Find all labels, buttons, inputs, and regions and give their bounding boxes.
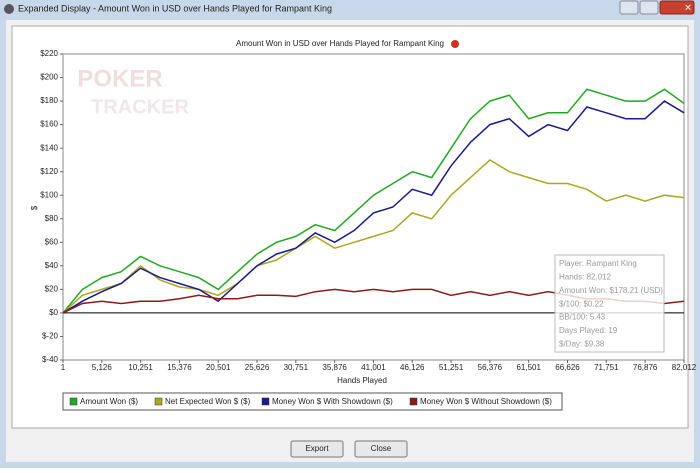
info-line: BB/100: 5.43 bbox=[559, 313, 606, 322]
x-tick-label: 30,751 bbox=[284, 363, 309, 372]
info-line: Player: Rampant King bbox=[559, 259, 637, 268]
x-tick-label: 20,501 bbox=[206, 363, 231, 372]
legend-label: Amount Won ($) bbox=[80, 397, 138, 406]
close-window-button[interactable] bbox=[659, 0, 695, 15]
x-tick-label: 25,626 bbox=[245, 363, 270, 372]
window-icon bbox=[4, 4, 14, 14]
button-label[interactable]: Export bbox=[305, 444, 329, 453]
close-icon: ✕ bbox=[684, 2, 692, 12]
x-tick-label: 66,626 bbox=[555, 363, 580, 372]
info-line: Days Played: 19 bbox=[559, 326, 618, 335]
legend-swatch bbox=[261, 397, 270, 406]
info-line: Amount Won: $178.21 (USD) bbox=[559, 286, 663, 295]
x-tick-label: 46,126 bbox=[400, 363, 425, 372]
y-tick-label: $-40 bbox=[42, 355, 59, 364]
y-axis-label: $ bbox=[30, 205, 39, 210]
legend-swatch bbox=[69, 397, 78, 406]
window-title: Expanded Display - Amount Won in USD ove… bbox=[18, 3, 332, 13]
series-line bbox=[62, 100, 685, 314]
button-label[interactable]: Close bbox=[371, 444, 392, 453]
minimize-button[interactable] bbox=[619, 0, 639, 15]
x-tick-label: 35,876 bbox=[322, 363, 347, 372]
y-tick-label: $40 bbox=[45, 261, 59, 270]
info-line: $/100: $0.22 bbox=[559, 299, 604, 308]
y-tick-label: $60 bbox=[45, 237, 59, 246]
info-line: Hands: 82,012 bbox=[559, 273, 612, 282]
x-tick-label: 61,501 bbox=[516, 363, 541, 372]
y-tick-label: $-20 bbox=[42, 332, 59, 341]
y-tick-label: $140 bbox=[40, 143, 58, 152]
x-tick-label: 15,376 bbox=[167, 363, 192, 372]
series-line bbox=[62, 88, 685, 314]
legend-label: Net Expected Won $ ($) bbox=[165, 397, 251, 406]
y-tick-label: $0 bbox=[49, 308, 58, 317]
y-tick-label: $20 bbox=[45, 284, 59, 293]
y-tick-label: $100 bbox=[40, 190, 58, 199]
x-tick-label: 5,126 bbox=[92, 363, 113, 372]
x-tick-label: 41,001 bbox=[361, 363, 386, 372]
y-tick-label: $200 bbox=[40, 73, 58, 82]
y-tick-label: $180 bbox=[40, 96, 58, 105]
x-tick-label: 10,251 bbox=[128, 363, 153, 372]
legend-label: Money Won $ Without Showdown ($) bbox=[420, 397, 552, 406]
x-tick-label: 71,751 bbox=[594, 363, 619, 372]
x-tick-label: 1 bbox=[61, 363, 66, 372]
x-tick-label: 82,012 bbox=[672, 363, 697, 372]
chart-title: Amount Won in USD over Hands Played for … bbox=[236, 39, 444, 48]
x-tick-label: 51,251 bbox=[439, 363, 464, 372]
x-tick-label: 56,376 bbox=[478, 363, 503, 372]
y-tick-label: $120 bbox=[40, 167, 58, 176]
info-box bbox=[554, 254, 665, 353]
y-tick-label: $160 bbox=[40, 120, 58, 129]
legend-swatch bbox=[154, 397, 163, 406]
x-tick-label: 76,876 bbox=[633, 363, 658, 372]
export-button[interactable] bbox=[290, 440, 344, 458]
x-axis-label: Hands Played bbox=[337, 376, 387, 385]
watermark: TRACKER bbox=[91, 96, 189, 118]
series-line bbox=[62, 158, 685, 314]
info-line: $/Day: $9.38 bbox=[559, 340, 605, 349]
legend-label: Money Won $ With Showdown ($) bbox=[272, 397, 393, 406]
maximize-button[interactable] bbox=[639, 0, 659, 15]
watermark: POKER bbox=[77, 65, 162, 92]
close-button[interactable] bbox=[354, 440, 408, 458]
legend bbox=[62, 392, 563, 411]
title-icon bbox=[451, 40, 459, 48]
legend-swatch bbox=[409, 397, 418, 406]
y-tick-label: $80 bbox=[45, 214, 59, 223]
y-tick-label: $220 bbox=[40, 49, 58, 58]
